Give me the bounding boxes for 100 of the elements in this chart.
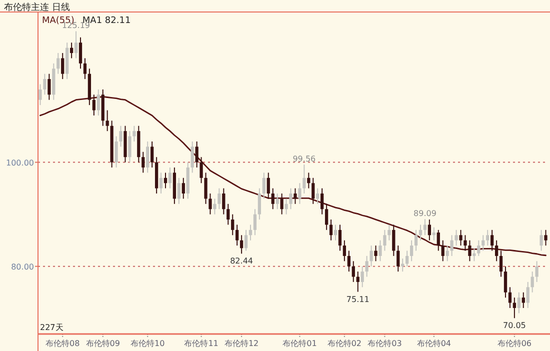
- candlestick: [329, 219, 333, 241]
- candlestick: [106, 110, 109, 132]
- candlestick: [450, 234, 454, 256]
- candlestick: [48, 73, 51, 100]
- annotation: 99.56: [292, 154, 316, 164]
- x-tick-label: 布伦特09: [86, 339, 120, 348]
- candlestick: [43, 73, 46, 96]
- candlestick: [96, 88, 100, 116]
- candlestick: [482, 234, 485, 252]
- candlestick: [459, 229, 462, 246]
- candlestick: [159, 172, 163, 194]
- candlestick: [316, 188, 320, 204]
- candlestick: [248, 224, 252, 241]
- candlestick: [526, 281, 530, 308]
- candlestick: [226, 203, 230, 226]
- candlestick: [446, 245, 449, 262]
- candlestick: [414, 229, 418, 252]
- candlestick: [436, 229, 440, 252]
- candlestick: [262, 172, 266, 200]
- candlestick: [164, 172, 168, 189]
- candlestick: [78, 36, 82, 70]
- candlestick: [190, 140, 194, 174]
- candlestick: [240, 234, 244, 254]
- candlestick: [200, 156, 203, 184]
- x-tick-label: 布伦特04: [416, 339, 452, 348]
- candlestick: [406, 250, 409, 267]
- candlestick: [218, 188, 221, 210]
- candlestick: [177, 177, 180, 204]
- candlestick: [360, 266, 364, 288]
- candlestick: [222, 188, 226, 215]
- candlestick: [92, 94, 96, 116]
- candlestick: [477, 240, 480, 256]
- candlestick: [70, 42, 74, 59]
- candlestick: [396, 245, 400, 272]
- candlestick: [499, 250, 503, 278]
- candlestick: [352, 260, 355, 282]
- candlestick: [195, 140, 198, 168]
- x-tick-label: 布伦特11: [184, 339, 218, 348]
- candlestick: [38, 84, 42, 106]
- candlestick: [334, 224, 338, 241]
- x-tick-label: 布伦特03: [368, 339, 402, 348]
- candlestick: [61, 52, 64, 80]
- candlestick: [253, 208, 257, 236]
- candlestick: [276, 193, 279, 210]
- annotation: 227天: [40, 323, 64, 332]
- candlestick: [504, 266, 508, 298]
- annotation: 89.09: [414, 209, 436, 218]
- candlestick: [312, 177, 315, 204]
- candlestick: [418, 224, 422, 241]
- annotation: 75.11: [346, 294, 370, 304]
- candlestick: [410, 240, 414, 262]
- candlestick: [324, 203, 328, 230]
- candlestick: [356, 271, 360, 292]
- x-tick-label: 布伦特12: [224, 339, 259, 348]
- candlestick: [347, 250, 350, 272]
- candlestick: [204, 172, 208, 204]
- candlestick: [472, 248, 476, 262]
- candlestick: [56, 52, 60, 74]
- candlestick: [423, 218, 427, 236]
- candlestick: [119, 125, 122, 148]
- candlestick: [468, 240, 472, 262]
- candlestick: [307, 172, 310, 189]
- y-tick-label: 80.00: [11, 262, 34, 272]
- candlestick: [142, 151, 145, 174]
- x-tick-label: 布伦特06: [497, 339, 532, 348]
- candlestick: [378, 240, 382, 262]
- candlestick: [530, 271, 534, 293]
- candlestick: [508, 286, 512, 308]
- candlestick: [83, 58, 87, 80]
- x-tick-label: 布伦特01: [282, 339, 317, 348]
- candlestick: [374, 245, 378, 262]
- candlestick: [535, 260, 538, 282]
- line-series: [40, 96, 546, 256]
- candlestick: [392, 224, 396, 256]
- candlestick: [338, 224, 342, 252]
- x-tick-label: 布伦特08: [46, 339, 80, 348]
- candlestick: [284, 198, 288, 215]
- x-tick-label: 布伦特10: [130, 339, 165, 348]
- candlestick: [294, 188, 297, 204]
- candlestick: [370, 245, 373, 267]
- candlestick: [271, 188, 274, 210]
- candlestick: [490, 229, 494, 252]
- candlestick: [441, 240, 444, 262]
- candlestick: [540, 229, 543, 252]
- candlestick: [236, 224, 239, 246]
- y-tick-label: 100.00: [6, 158, 34, 168]
- candlestick: [383, 229, 386, 252]
- candlestick: [114, 136, 118, 168]
- annotation: 82.44: [230, 256, 254, 266]
- candlestick: [401, 258, 404, 272]
- candlestick: [302, 164, 306, 194]
- candlestick: [432, 226, 436, 241]
- candlestick: [258, 188, 262, 220]
- candlestick: [168, 166, 172, 189]
- candlestick: [428, 219, 432, 241]
- candlestick: [128, 130, 132, 163]
- candlestick: [132, 125, 136, 142]
- candlestick: [342, 240, 346, 262]
- candlestick: [74, 30, 78, 59]
- candlestick: [544, 229, 548, 246]
